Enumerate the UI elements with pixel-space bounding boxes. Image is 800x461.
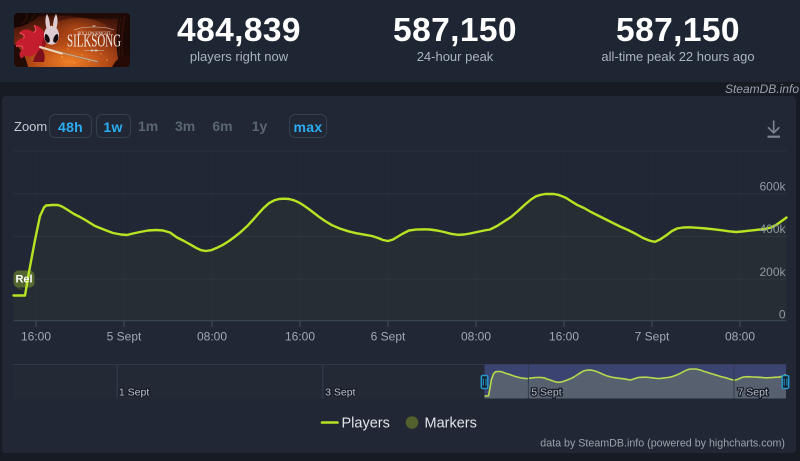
svg-text:Markers: Markers: [425, 416, 477, 432]
svg-text:08:00: 08:00: [725, 330, 755, 344]
svg-text:600k: 600k: [759, 180, 786, 194]
svg-text:3 Sept: 3 Sept: [325, 387, 355, 399]
svg-text:08:00: 08:00: [461, 330, 491, 344]
svg-text:HOLLOW KNIGHT: HOLLOW KNIGHT: [78, 32, 111, 37]
svg-text:7 Sept: 7 Sept: [738, 387, 768, 399]
svg-text:400k: 400k: [759, 222, 786, 236]
svg-text:data by SteamDB.info (powered: data by SteamDB.info (powered by highcha…: [540, 438, 785, 450]
svg-text:16:00: 16:00: [285, 330, 315, 344]
svg-text:16:00: 16:00: [21, 330, 51, 344]
svg-text:Players: Players: [342, 416, 390, 432]
svg-text:6 Sept: 6 Sept: [371, 330, 406, 344]
svg-text:08:00: 08:00: [197, 330, 227, 344]
svg-text:0: 0: [779, 308, 786, 322]
svg-text:Rel: Rel: [15, 274, 32, 286]
svg-text:5 Sept: 5 Sept: [107, 330, 142, 344]
svg-text:1 Sept: 1 Sept: [119, 387, 149, 399]
svg-text:5 Sept: 5 Sept: [531, 387, 561, 399]
svg-text:SILKSONG: SILKSONG: [67, 31, 121, 51]
svg-text:7 Sept: 7 Sept: [635, 330, 670, 344]
svg-text:16:00: 16:00: [549, 330, 579, 344]
svg-text:200k: 200k: [759, 265, 786, 279]
